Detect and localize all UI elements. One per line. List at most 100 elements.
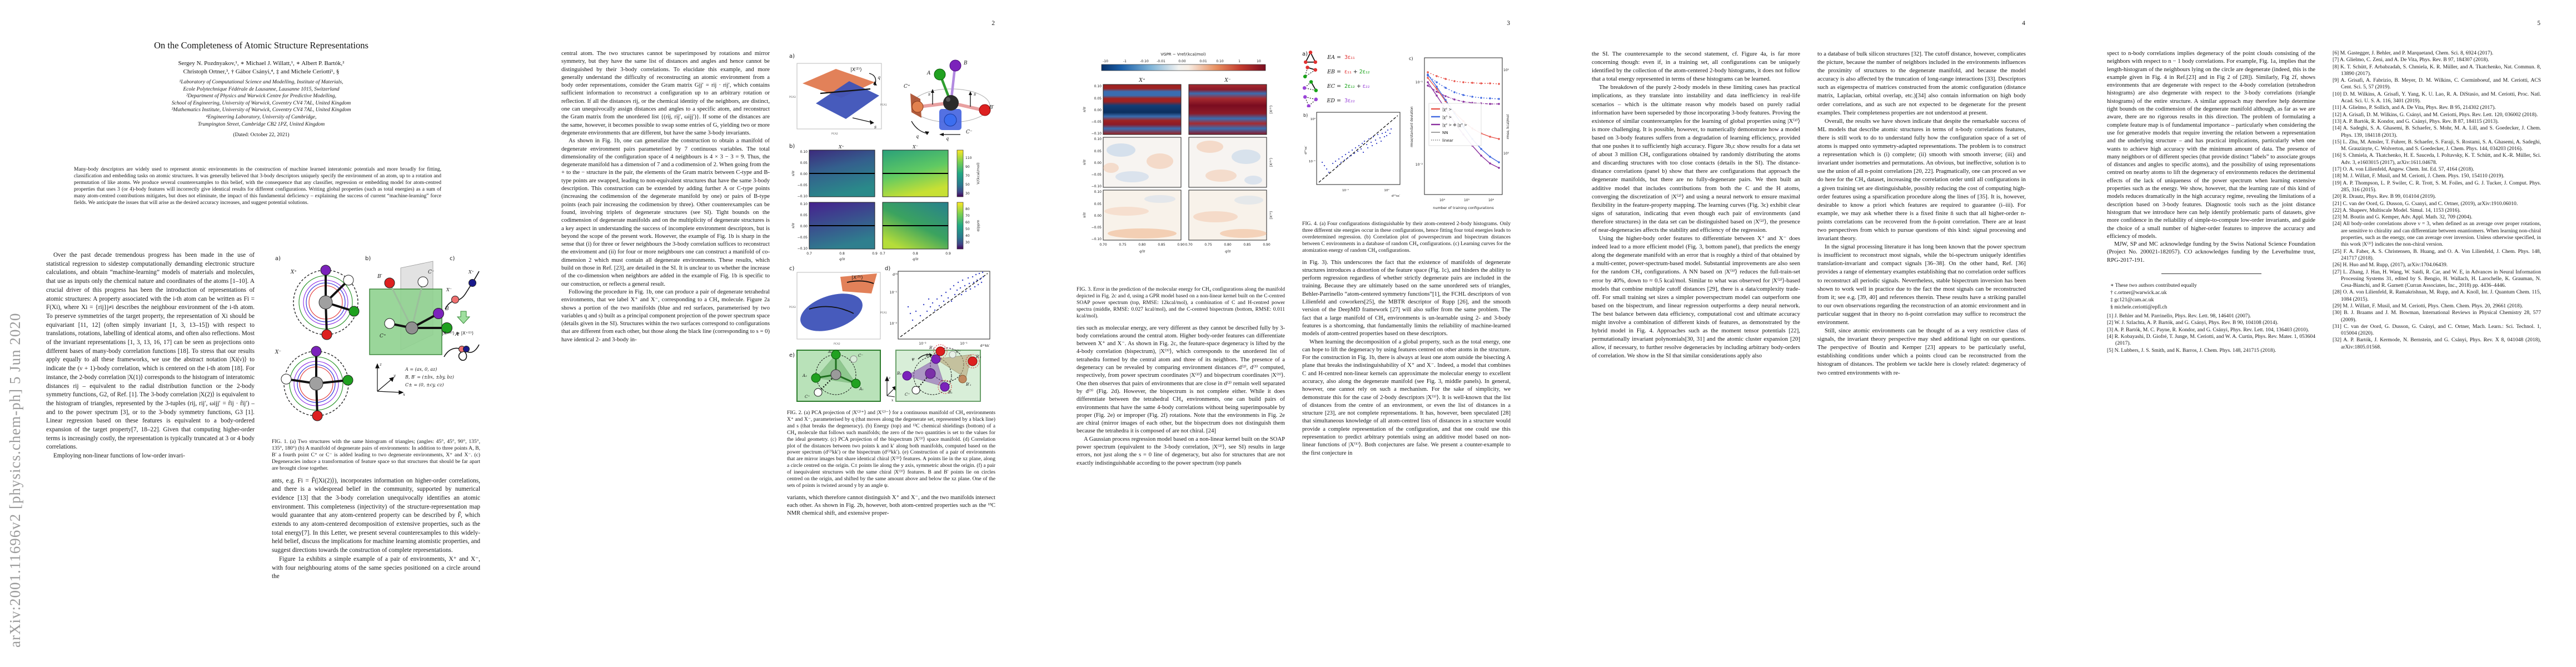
fig4-panel-b-label: b)	[1303, 113, 1308, 118]
paragraph: In the signal processing literature it h…	[1817, 243, 2026, 326]
fig4b-xtick: 10⁻¹	[1342, 188, 1349, 192]
fig2-panel-a-label: a)	[789, 53, 795, 59]
reference-item: [21] C. van der Oord, G. Dusson, G. Csan…	[2333, 200, 2518, 207]
fig2d-ytick: 10⁻²	[890, 322, 898, 326]
fig4-triangle-A	[1304, 51, 1317, 64]
figure-2: a) |X⁽²⁾⟩ q s PCA2 PCA3	[789, 53, 994, 402]
fig4-energy-plus: +	[1354, 83, 1363, 89]
fig4b-ylabel: d⁽³⁾ss′	[1304, 146, 1308, 155]
fig2c-pca3-axis: PCA3	[789, 306, 796, 309]
fig1-cplus-label: C⁺	[380, 334, 386, 339]
page-2: 2 central atom. The two structures canno…	[515, 0, 1030, 667]
fig2a-s2-label: s	[974, 92, 976, 97]
reference-item: [3] A. P. Bartók, M. C. Payne, R. Kondor…	[2107, 326, 2309, 333]
fig3-ytick: −0.05	[1092, 226, 1102, 230]
fig1-axes	[375, 363, 404, 395]
fig4-energy-term: 3ε₁₁	[1344, 54, 1355, 61]
fig4-energy-lhs: EA =	[1327, 54, 1341, 61]
fig4c-ytick: 10⁻¹	[1416, 81, 1423, 84]
fig2d-xtick: 10⁻²	[919, 342, 926, 346]
fig3-row2-label: |X⁽²⁾′⟩	[1269, 158, 1273, 167]
fig3-xtick: 0.70	[1185, 243, 1193, 247]
fig2-caption: FIG. 2. (a) PCA projection of |X⁽²⁾⁺⟩ an…	[787, 410, 995, 489]
fig3-xplus-title: X⁺	[1138, 78, 1145, 83]
page-number: 2	[991, 20, 995, 27]
fig2f-bp3-label: B′₃	[929, 346, 935, 350]
fig4c-ylabel-right: rmse, kcal/mol	[1506, 115, 1510, 139]
fig2f-b2-label: B₂	[925, 354, 930, 358]
reference-item: [23] M. Boutin and G. Kemper, Adv. Appl.…	[2333, 214, 2473, 221]
footnote-line: † c.ortner@warwick.ac.uk	[2110, 290, 2167, 296]
references-right: [6] M. Gastegger, J. Behler, and P. Marq…	[2333, 50, 2541, 351]
footnote-separator	[2161, 273, 2261, 275]
paper-header: On the Completeness of Atomic Structure …	[78, 40, 445, 138]
fig3-xtick: 0.80	[1224, 243, 1232, 247]
fig3-colorbar-title: VGPR − Vref/(kcal/mol)	[1160, 52, 1206, 57]
fig3-xtick: 0.90	[1177, 243, 1185, 247]
page-1: arXiv:2001.11696v2 [physics.chem-ph] 5 J…	[0, 0, 515, 667]
fig3-ytick: −0.05	[1092, 173, 1102, 177]
fig3-row3-heatmaps	[1103, 190, 1267, 241]
paragraph: ants, e.g. Fi = F̃(|Xi(2)⟩), incorporate…	[272, 477, 480, 554]
fig2b-xtick: 0.7	[880, 252, 885, 256]
reference-item: [20] R. Drautz, Phys. Rev. B 99, 014104 …	[2333, 193, 2436, 200]
references-left: [1] J. Behler and M. Parrinello, Phys. R…	[2107, 313, 2315, 354]
reference-item: [7] A. Glielmo, C. Zeni, and A. De Vita,…	[2333, 57, 2489, 63]
fig3-row3-label: |X⁽³⁾⟩	[1269, 211, 1273, 220]
page2-left-column: central atom. The two structures cannot …	[561, 50, 770, 651]
fig2c-pca1-axis: PCA1	[880, 311, 887, 315]
fig2b-xtick: 0.8	[913, 252, 918, 256]
fig1-c-xplus-label: X⁺	[468, 270, 474, 275]
authors-line-1: Sergey N. Pozdnyakov,¹, ∗ Michael J. Wil…	[178, 60, 345, 67]
fig3-ytick: −0.10	[1092, 185, 1102, 188]
fig4-panel-c: c)	[1409, 56, 1510, 210]
fig2e-cplus-label: C⁺	[805, 395, 810, 399]
page3-left-column: VGPR − Vref/(kcal/mol) -10 -1 -0.10 -0.0…	[1077, 50, 1285, 651]
fig1-panel-c-label: c)	[450, 256, 455, 262]
fig3-ytick: −0.10	[1092, 132, 1102, 136]
fig4c-legend-item: NN	[1442, 131, 1448, 135]
fig3-ytick: 0.00	[1094, 214, 1102, 218]
paragraph: in Fig. 3). This underscores the fact th…	[1302, 259, 1511, 337]
paragraph: Over the past decade tremendous progress…	[46, 252, 255, 451]
paragraph: Employing non-linear functions of low-or…	[53, 452, 185, 460]
reference-item: [8] K. T. Schütt, F. Arbabzadah, S. Chmi…	[2333, 63, 2541, 77]
fig3-cbtick: -10	[1103, 59, 1108, 63]
reference-item: [5] N. Lubbers, J. S. Smith, and K. Barr…	[2107, 347, 2276, 354]
fig3-cbtick: 1	[1238, 59, 1240, 63]
fig3-xtick: 0.85	[1158, 243, 1165, 247]
fig4-energy-lhs: ED =	[1327, 97, 1341, 104]
reference-item: [14] A. Sadeghi, S. A. Ghasemi, B. Schae…	[2333, 125, 2541, 138]
page1-right-column: a) X⁺	[272, 251, 480, 651]
affiliations: ¹Laboratory of Computational Science and…	[78, 79, 445, 128]
fig2b-cbtick: 110	[965, 156, 972, 160]
fig3-ytick: 0.05	[1094, 150, 1102, 153]
fig2a-bprime-label: B′	[989, 105, 994, 111]
fig2b-cbtick: 30	[965, 241, 970, 245]
fig2a-pca-projection	[796, 63, 882, 130]
paragraph: Following the procedure in Fig. 1b, one …	[561, 288, 770, 343]
reference-item: [11] A. Glielmo, P. Sollich, and A. De V…	[2333, 104, 2496, 111]
fig2b-heatmap-shielding	[809, 202, 949, 250]
fig3-xminus-title: X⁻	[1224, 78, 1230, 83]
fig1-feature-space	[444, 271, 480, 361]
paragraph: The breakdown of the purely 2-body model…	[1592, 84, 1800, 233]
paragraph: Using the higher-body order features to …	[1592, 235, 1800, 360]
fig2d-ytick: 10⁻¹	[890, 291, 898, 295]
paragraph: As shown in Fig. 1b, one can generalize …	[561, 138, 770, 287]
fig2f-psi-label: ψ	[911, 357, 915, 361]
fig4-panel-a-label: a)	[1302, 51, 1308, 57]
fig1-caption: FIG. 1. (a) Two structures with the same…	[272, 439, 480, 471]
reference-item: [29] M. J. Willatt, F. Musil, and M. Cer…	[2333, 302, 2523, 309]
reference-item: [12] A. Grisafi, D. M. Wilkins, G. Csány…	[2333, 111, 2538, 118]
reference-item: [1] J. Behler and M. Parrinello, Phys. R…	[2107, 313, 2251, 320]
paragraph: central atom. The two structures cannot …	[561, 51, 770, 136]
fig3-xticks: 0.70 0.75 0.80 0.85 0.90 0.70 0.75 0.80 …	[1099, 243, 1270, 253]
fig4-panel-b: b) 10⁰ 10⁻¹ d⁽³⁾ss′ 10⁻¹ 10⁰ d⁽²⁾ss′	[1303, 112, 1401, 198]
fig4-energy-term: ε₁₁	[1344, 68, 1352, 75]
fig4c-ytick-right: 10¹	[1503, 68, 1509, 72]
fig3-ytick: −0.05	[1092, 120, 1102, 124]
paragraph: spect to n-body correlations implies deg…	[2107, 51, 2315, 240]
fig2a-b-label: B	[963, 61, 968, 66]
